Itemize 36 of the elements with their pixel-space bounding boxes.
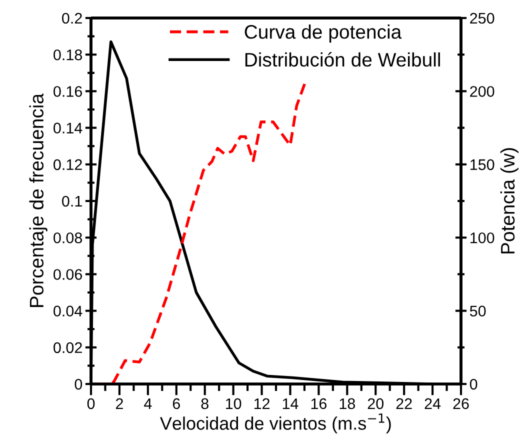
x-tick-label: 26 [453,398,469,410]
legend-label: Curva de potencia [244,24,402,43]
y-tick-label: 0.1 [62,196,82,207]
x-tick-label: 24 [424,398,441,409]
y-tick-label: 0.04 [54,306,82,316]
x-tick-label: 12 [254,398,270,409]
y2-tick-label: 200 [470,86,494,97]
y-tick-label: 0.06 [54,269,82,280]
x-axis-title: Velocidad de vientos (m.s$^{−1}$) [160,414,391,434]
x-tick-label: 6 [172,398,180,410]
x-tick-label: 8 [201,398,208,410]
y2-tick-label: 100 [470,232,494,244]
x-tick-label: 4 [144,398,152,409]
x-tick-label: 14 [282,398,298,409]
y-tick-label: 0 [74,378,82,390]
x-tick-label: 16 [311,398,327,410]
y2-axis-title: Potencia (w) [500,148,518,254]
y-axis-title: Porcentaje de frecuencia [29,93,48,307]
x-tick-label: 2 [116,398,123,409]
x-tick-label: 10 [226,398,242,410]
y2-tick-label: 250 [470,12,494,24]
y2-tick-label: 50 [470,306,486,316]
x-tick-label: 22 [396,398,412,409]
x-tick-label: 18 [340,398,355,410]
y2-tick-label: 150 [470,159,494,170]
y-tick-label: 0.2 [62,12,82,24]
y-tick-label: 0.18 [54,49,82,60]
x-tick-label: 20 [368,398,384,410]
y-tick-label: 0.08 [54,232,82,244]
y-tick-label: 0.16 [54,86,82,97]
legend-label: Distribución de Weibull [245,52,440,67]
y-tick-label: 0.14 [54,122,82,134]
y-tick-label: 0.12 [54,159,82,170]
y2-tick-label: 0 [470,378,478,390]
x-tick-label: 0 [87,398,95,410]
y-tick-label: 0.02 [54,342,82,354]
